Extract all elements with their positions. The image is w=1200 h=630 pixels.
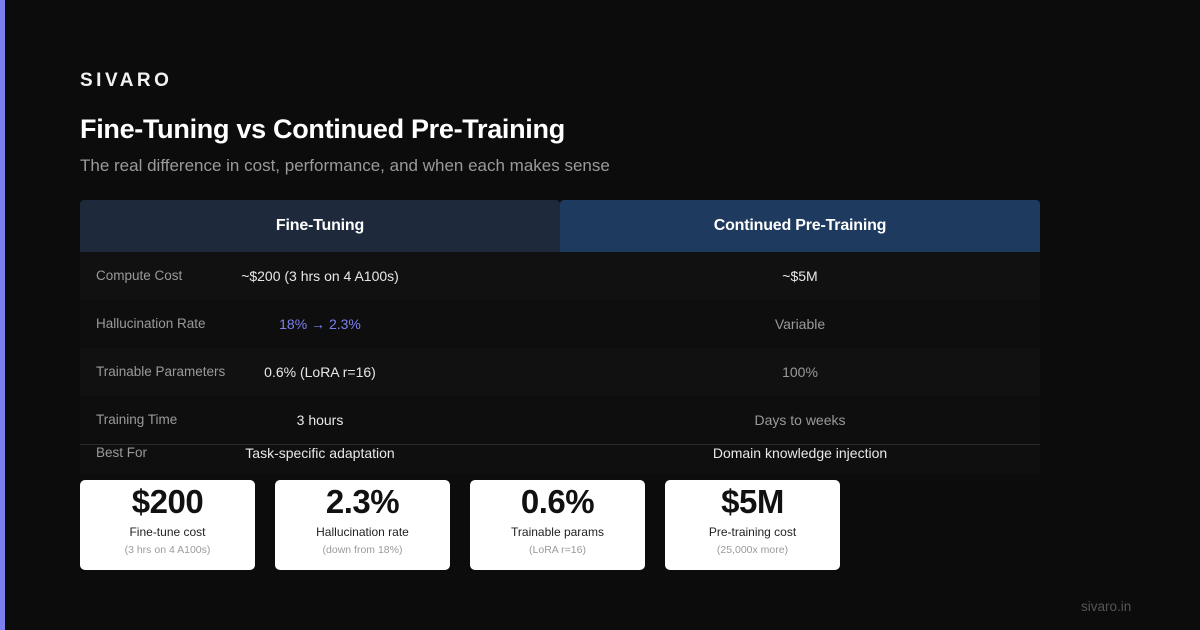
pretraining-value: Days to weeks [754,412,846,428]
stat-value: $5M [721,483,784,520]
table-row: Hallucination Rate 18% → 2.3% Variable [80,300,1040,348]
comparison-table: Fine-Tuning Continued Pre-Training Compu… [80,200,1040,474]
fine-tuning-value: Task-specific adaptation [245,445,395,461]
row-label: Compute Cost [96,268,183,283]
pretraining-value: 100% [782,364,818,380]
stat-note: (25,000x more) [716,544,789,556]
footer-url: sivaro.in [1081,599,1132,614]
fine-tuning-value: 3 hours [296,412,344,428]
stat-card-hallucination-rate: 2.3% Hallucination rate (down from 18%) [275,480,450,570]
header-fine-tuning: Fine-Tuning [80,200,560,252]
pretraining-value: Domain knowledge injection [712,445,888,461]
row-label: Training Time [96,412,178,427]
page-subtitle: The real difference in cost, performance… [80,156,610,175]
stat-note: (LoRA r=16) [529,544,586,556]
page-title: Fine-Tuning vs Continued Pre-Training [80,114,565,144]
stat-card-trainable-params: 0.6% Trainable params (LoRA r=16) [470,480,645,570]
row-label: Trainable Parameters [96,364,226,379]
fine-tuning-value: 0.6% (LoRA r=16) [264,364,376,380]
stat-value: 0.6% [520,483,595,520]
stat-note: (3 hrs on 4 A100s) [124,544,211,556]
stat-caption: Hallucination rate [316,525,409,539]
accent-bar [0,0,5,630]
stat-caption: Trainable params [511,525,604,539]
table-row: Compute Cost ~$200 (3 hrs on 4 A100s) ~$… [80,252,1040,300]
stat-card-fine-tune-cost: $200 Fine-tune cost (3 hrs on 4 A100s) [80,480,255,570]
stat-note: (down from 18%) [322,544,403,556]
table-row: Trainable Parameters 0.6% (LoRA r=16) 10… [80,348,1040,396]
stat-card-pretraining-cost: $5M Pre-training cost (25,000x more) [665,480,840,570]
stat-value: $200 [131,483,204,520]
stat-cards: $200 Fine-tune cost (3 hrs on 4 A100s) 2… [80,480,840,570]
pretraining-value: ~$5M [782,268,818,284]
stat-caption: Pre-training cost [708,525,797,539]
table-row: Training Time 3 hours Days to weeks [80,396,1040,444]
pretraining-value: Variable [774,316,826,332]
header-continued-pretraining: Continued Pre-Training [560,200,1040,252]
brand-logo: SIVARO [80,70,173,91]
row-label: Hallucination Rate [96,316,206,331]
fine-tuning-value: ~$200 (3 hrs on 4 A100s) [241,268,399,284]
stat-caption: Fine-tune cost [129,525,206,539]
stat-value: 2.3% [325,483,400,520]
fine-tuning-value: 18% → 2.3% [279,316,361,332]
row-label: Best For [96,445,148,460]
table-row: Best For Task-specific adaptation Domain… [80,444,1040,474]
table-header: Fine-Tuning Continued Pre-Training [80,200,1040,252]
